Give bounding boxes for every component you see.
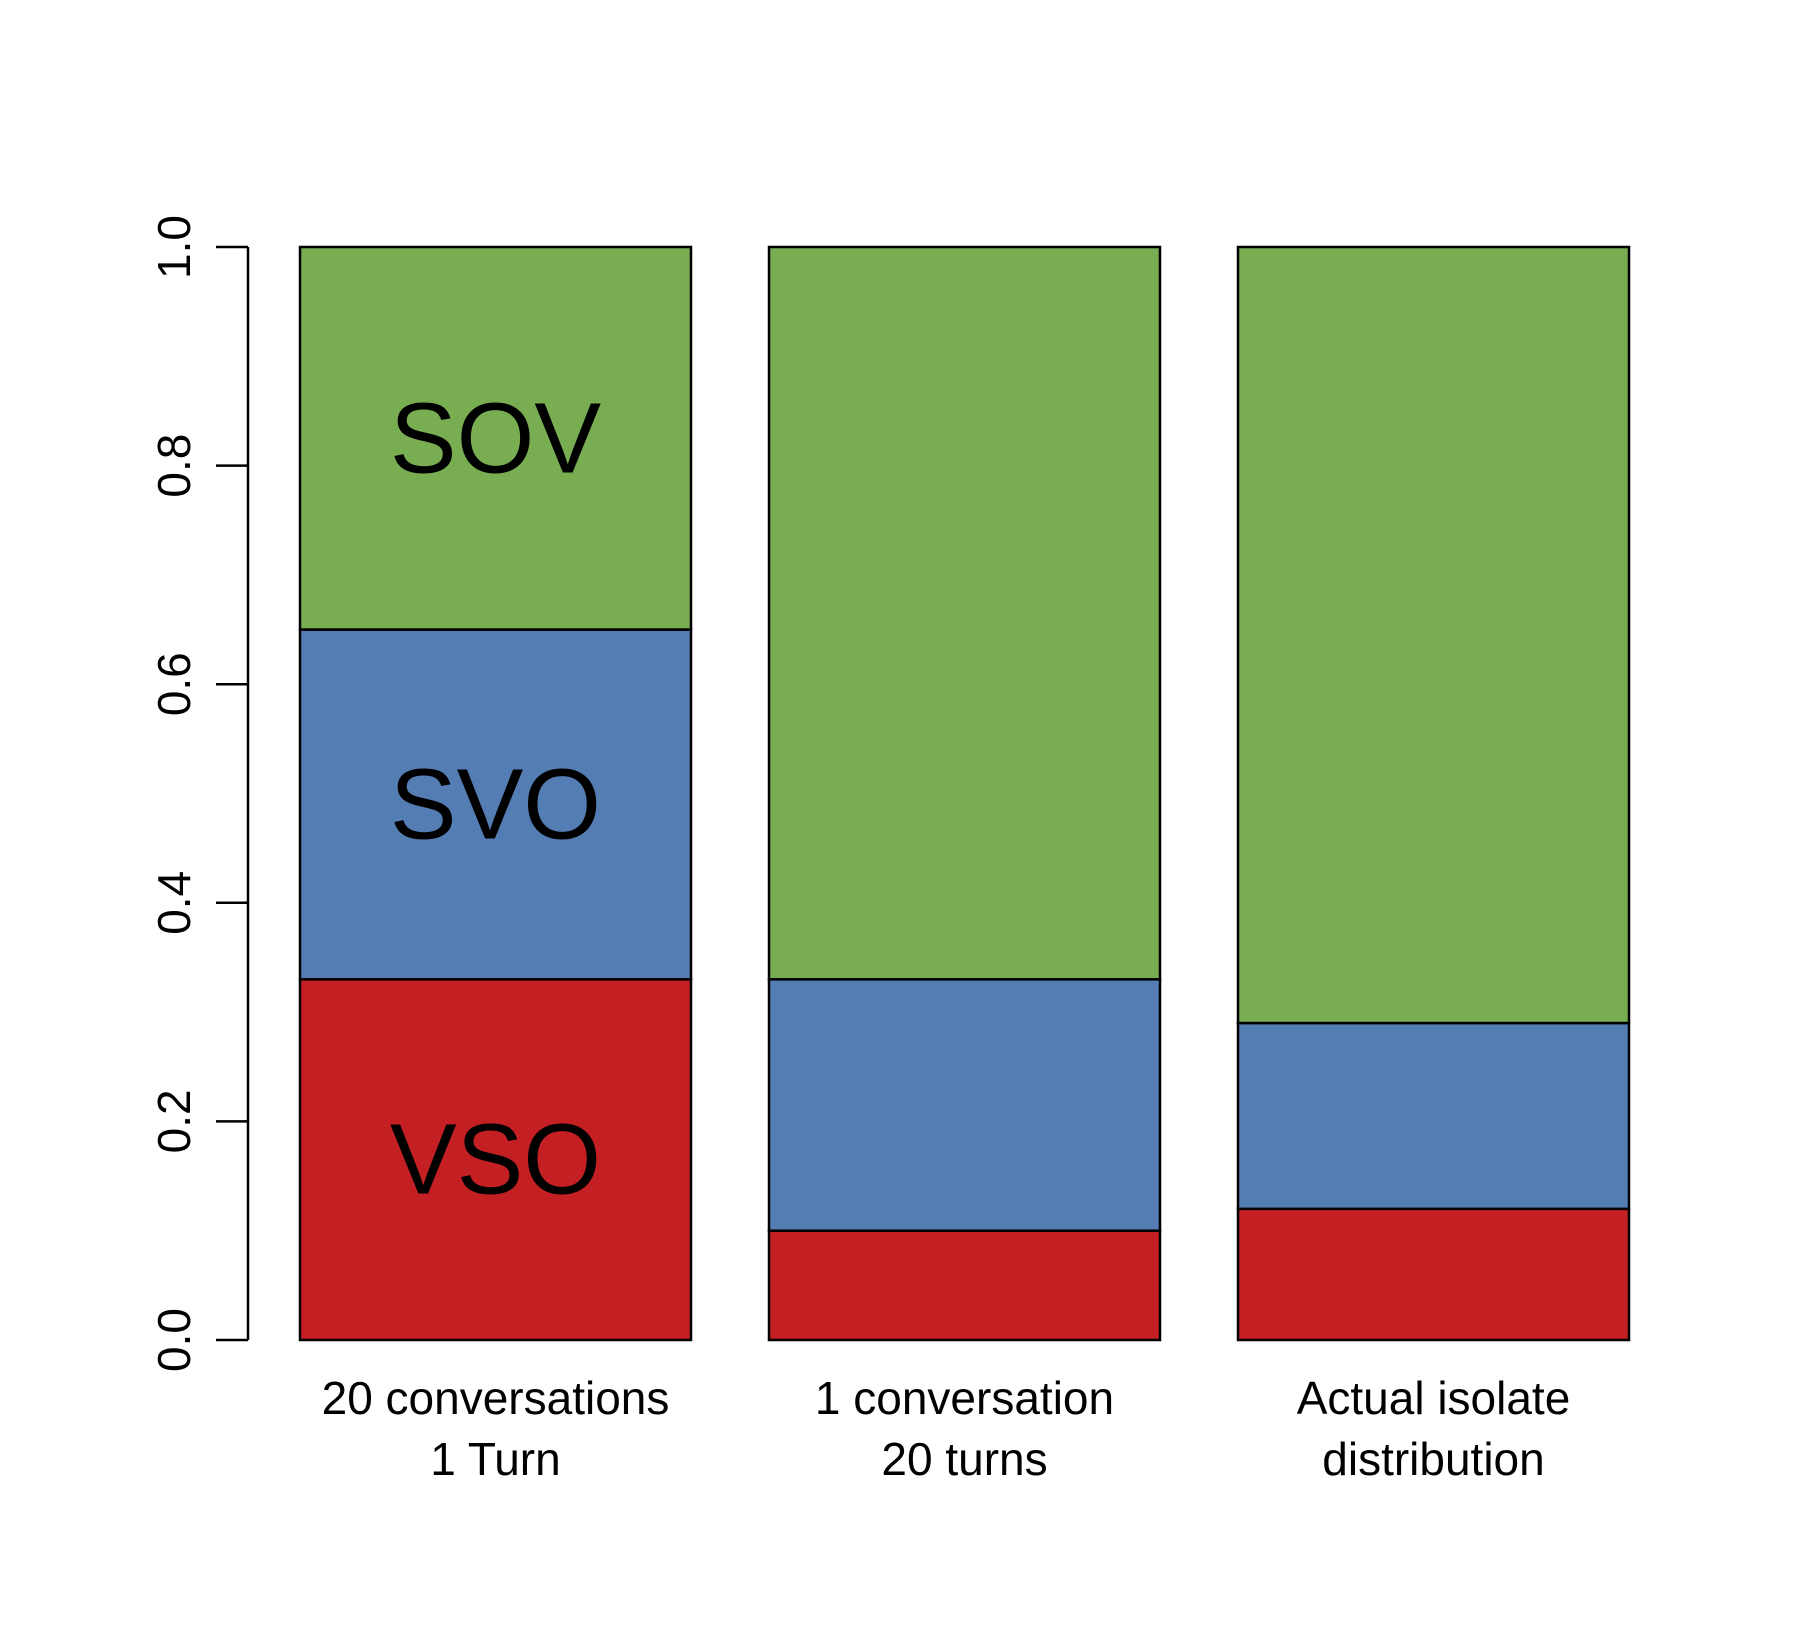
y-tick-label: 0.8 (148, 434, 200, 498)
bar-segment-sov (298, 245, 693, 631)
x-axis-labels: 20 conversations 1 Turn 1 conversation 20 t… (322, 1372, 1571, 1485)
y-tick-label: 0.0 (148, 1308, 200, 1372)
y-tick-label: 0.4 (148, 871, 200, 935)
y-tick-label: 0.2 (148, 1089, 200, 1153)
bar-segment-svo (767, 978, 1162, 1232)
bar-segment-svo (1236, 1021, 1631, 1211)
bars: VSO SVO SOV (298, 245, 1631, 1342)
y-tick-label: 0.6 (148, 652, 200, 716)
segment-label-vso: VSO (390, 1104, 601, 1216)
x-category-label: 20 turns (881, 1433, 1047, 1485)
segment-label-svo: SVO (390, 748, 601, 860)
bar-segment-vso (767, 1229, 1162, 1342)
segment-label-sov: SOV (390, 382, 601, 494)
x-category-label: 20 conversations (322, 1372, 670, 1424)
x-category-label: 1 conversation (815, 1372, 1114, 1424)
x-category-label: Actual isolate (1297, 1372, 1571, 1424)
bar-segment-svo (298, 628, 693, 981)
bar-segment-vso (298, 978, 693, 1342)
bar-segment-sov (1236, 245, 1631, 1025)
y-tick-label: 1.0 (148, 215, 200, 279)
x-category-label: distribution (1322, 1433, 1544, 1485)
x-category-label: 1 Turn (430, 1433, 560, 1485)
bar-segment-vso (1236, 1207, 1631, 1342)
bar-segment-sov (767, 245, 1162, 981)
y-axis: 0.0 0.2 0.4 0.6 0.8 1.0 (148, 215, 250, 1372)
